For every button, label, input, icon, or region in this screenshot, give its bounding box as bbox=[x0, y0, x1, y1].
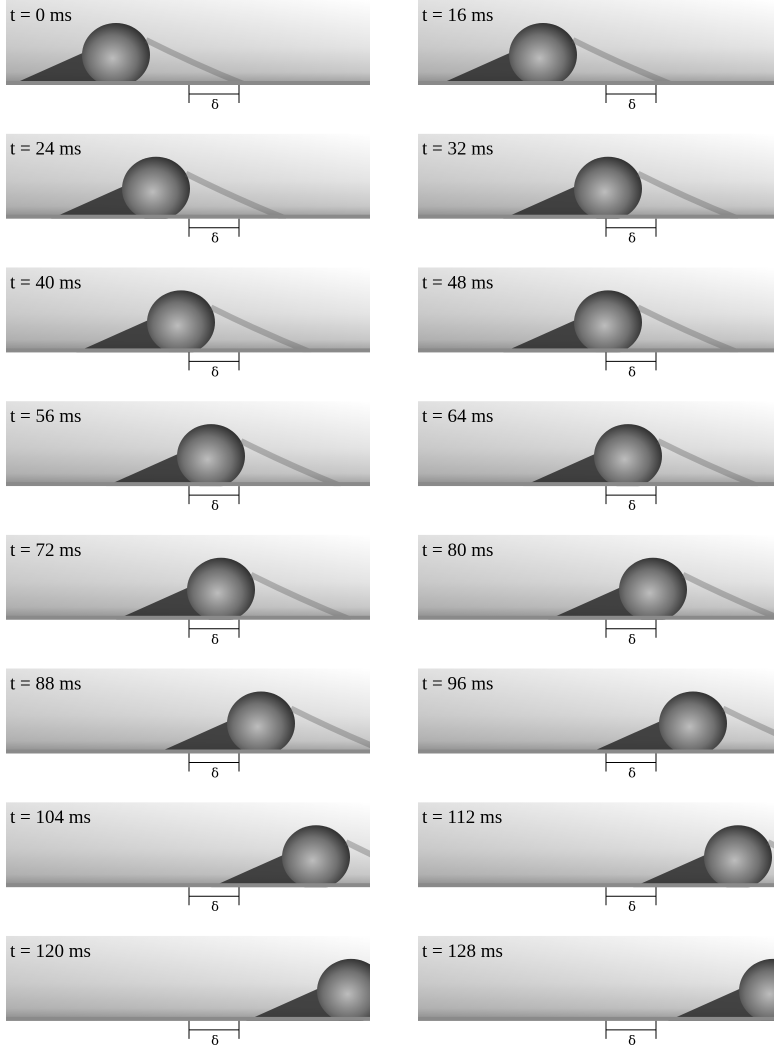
floor bbox=[6, 883, 370, 887]
floor bbox=[418, 482, 774, 486]
panel: t = 80 ms δ bbox=[418, 535, 774, 648]
floor bbox=[6, 348, 370, 352]
time-label: t = 64 ms bbox=[422, 406, 493, 427]
panel: t = 0 ms δ bbox=[6, 0, 370, 113]
panel: t = 56 ms δ bbox=[6, 401, 370, 514]
scale-label: δ bbox=[211, 365, 219, 380]
time-label: t = 72 ms bbox=[10, 540, 81, 561]
time-label: t = 16 ms bbox=[422, 5, 493, 26]
droplet bbox=[574, 290, 642, 354]
floor bbox=[6, 1017, 370, 1021]
time-label: t = 32 ms bbox=[422, 139, 493, 160]
scale-label: δ bbox=[628, 633, 636, 648]
panel: t = 24 ms δ bbox=[6, 134, 370, 247]
floor bbox=[6, 482, 370, 486]
scale-label: δ bbox=[211, 633, 219, 648]
panel: t = 112 ms δ bbox=[418, 802, 774, 915]
floor bbox=[418, 1017, 774, 1021]
time-label: t = 104 ms bbox=[10, 807, 91, 828]
droplet bbox=[82, 23, 150, 87]
scale-label: δ bbox=[211, 900, 219, 915]
panel: t = 32 ms δ bbox=[418, 134, 774, 247]
droplet bbox=[317, 959, 385, 1023]
scale-label: δ bbox=[628, 1034, 636, 1049]
floor bbox=[418, 81, 774, 85]
scale-label: δ bbox=[628, 98, 636, 113]
floor bbox=[418, 750, 774, 754]
scale-label: δ bbox=[628, 365, 636, 380]
floor bbox=[418, 215, 774, 219]
time-label: t = 128 ms bbox=[422, 941, 503, 962]
panel: t = 72 ms δ bbox=[6, 535, 370, 648]
droplet bbox=[187, 558, 255, 622]
panel: t = 104 ms δ bbox=[6, 802, 446, 915]
droplet bbox=[282, 825, 350, 889]
floor bbox=[6, 616, 370, 620]
time-label: t = 48 ms bbox=[422, 272, 493, 293]
time-label: t = 40 ms bbox=[10, 272, 81, 293]
floor bbox=[6, 750, 370, 754]
scale-label: δ bbox=[211, 1034, 219, 1049]
scale-label: δ bbox=[211, 499, 219, 514]
droplet bbox=[227, 692, 295, 756]
time-label: t = 96 ms bbox=[422, 674, 493, 695]
panel: t = 64 ms δ bbox=[418, 401, 774, 514]
panel: t = 88 ms δ bbox=[6, 669, 391, 782]
time-label: t = 88 ms bbox=[10, 674, 81, 695]
droplet bbox=[704, 825, 772, 889]
panel: t = 120 ms δ bbox=[6, 936, 481, 1049]
panel: t = 16 ms δ bbox=[418, 0, 774, 113]
time-label: t = 112 ms bbox=[422, 807, 502, 828]
droplet bbox=[177, 424, 245, 488]
floor bbox=[6, 81, 370, 85]
time-label: t = 0 ms bbox=[10, 5, 72, 26]
time-label: t = 120 ms bbox=[10, 941, 91, 962]
scale-label: δ bbox=[628, 499, 636, 514]
time-label: t = 56 ms bbox=[10, 406, 81, 427]
droplet bbox=[147, 290, 215, 354]
floor bbox=[418, 348, 774, 352]
droplet bbox=[659, 692, 727, 756]
floor bbox=[6, 215, 370, 219]
droplet bbox=[122, 157, 190, 221]
scale-label: δ bbox=[211, 767, 219, 782]
time-label: t = 80 ms bbox=[422, 540, 493, 561]
floor bbox=[418, 616, 774, 620]
time-label: t = 24 ms bbox=[10, 139, 81, 160]
panel: t = 128 ms δ bbox=[418, 936, 774, 1049]
droplet bbox=[574, 157, 642, 221]
droplet bbox=[619, 558, 687, 622]
scale-label: δ bbox=[628, 767, 636, 782]
panel: t = 48 ms δ bbox=[418, 267, 774, 380]
scale-label: δ bbox=[211, 98, 219, 113]
droplet bbox=[509, 23, 577, 87]
scale-label: δ bbox=[211, 232, 219, 247]
figure: t = 0 msδt = 16 msδt = 24 msδt = 32 msδt… bbox=[0, 0, 774, 1052]
droplet bbox=[594, 424, 662, 488]
scale-label: δ bbox=[628, 232, 636, 247]
panel: t = 40 ms δ bbox=[6, 267, 370, 380]
scale-label: δ bbox=[628, 900, 636, 915]
floor bbox=[418, 883, 774, 887]
panel: t = 96 ms δ bbox=[418, 669, 774, 782]
